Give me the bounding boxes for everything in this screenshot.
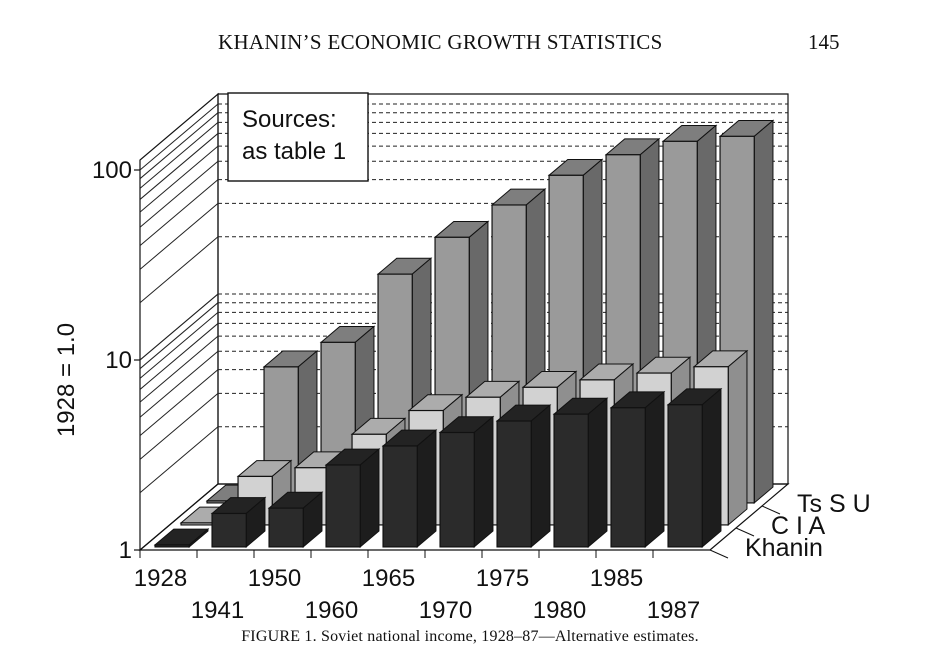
series-tick	[761, 505, 781, 515]
gridline-side	[139, 202, 219, 270]
gridline-side	[139, 426, 219, 494]
figure-caption: FIGURE 1. Soviet national income, 1928–8…	[241, 628, 699, 645]
floor	[138, 483, 790, 551]
y-tick-label: 100	[92, 157, 132, 184]
bar-side	[416, 429, 437, 548]
gridline-side	[139, 160, 219, 228]
note-box-text: Sources:	[242, 106, 337, 133]
bar	[268, 507, 304, 548]
bar-side	[530, 404, 551, 548]
gridline-side	[139, 335, 219, 403]
bar-side	[644, 390, 665, 548]
gridline-side	[139, 312, 219, 379]
gridline-side	[139, 236, 219, 304]
gridline-side	[139, 392, 219, 460]
bar	[553, 413, 589, 548]
x-tick-label: 1985	[590, 565, 643, 592]
y-tick-label: 10	[105, 347, 132, 374]
bar	[382, 445, 418, 548]
gridline-side	[139, 103, 219, 171]
bar	[325, 464, 361, 548]
series-tick	[735, 527, 755, 537]
chart: 1 10 100 1928 = 1.0 192819411950196019651970…	[53, 92, 871, 620]
page-number: 145	[808, 30, 840, 54]
series-label: Ts S U	[797, 490, 871, 518]
y-axis-label: 1928 = 1.0	[53, 323, 80, 437]
series-tick	[709, 549, 729, 559]
gridline-side	[139, 350, 219, 418]
gridline-side	[139, 179, 219, 246]
bar-side	[701, 387, 722, 548]
bar-side	[727, 349, 748, 526]
note-box	[227, 92, 369, 182]
bar	[154, 544, 190, 548]
running-title: KHANIN’S ECONOMIC GROWTH STATISTICS	[218, 30, 663, 54]
bar	[610, 407, 646, 548]
x-tick-label: 1980	[533, 597, 586, 620]
series-label: C I A	[771, 512, 826, 540]
bar-side	[587, 397, 608, 548]
note-box-text: as table 1	[242, 138, 346, 165]
x-tick-label: 1965	[362, 565, 415, 592]
bar	[496, 420, 532, 548]
bar	[211, 512, 247, 548]
gridline-side	[139, 293, 219, 361]
y-tick-label: 1	[119, 537, 132, 564]
gridline-side	[139, 302, 219, 370]
x-tick-label: 1950	[248, 565, 301, 592]
bar	[439, 431, 475, 548]
gridline-side	[139, 369, 219, 436]
x-tick-label: 1975	[476, 565, 529, 592]
gridline-side	[139, 133, 219, 200]
gridline-side	[139, 122, 219, 189]
bar	[180, 522, 216, 526]
gridline-side	[139, 112, 219, 180]
x-tick-label: 1928	[134, 565, 187, 592]
x-tick-label: 1941	[191, 597, 244, 620]
bar	[667, 404, 703, 548]
gridline-side	[139, 145, 219, 213]
running-head: KHANIN’S ECONOMIC GROWTH STATISTICS 145	[0, 30, 940, 58]
series-label: Khanin	[745, 534, 823, 562]
gridline-side	[139, 323, 219, 390]
x-tick-label: 1960	[305, 597, 358, 620]
bar-side	[473, 415, 494, 548]
x-tick-label: 1987	[647, 597, 700, 620]
bar-side	[359, 448, 380, 548]
bar-side	[753, 119, 774, 504]
x-tick-label: 1970	[419, 597, 472, 620]
